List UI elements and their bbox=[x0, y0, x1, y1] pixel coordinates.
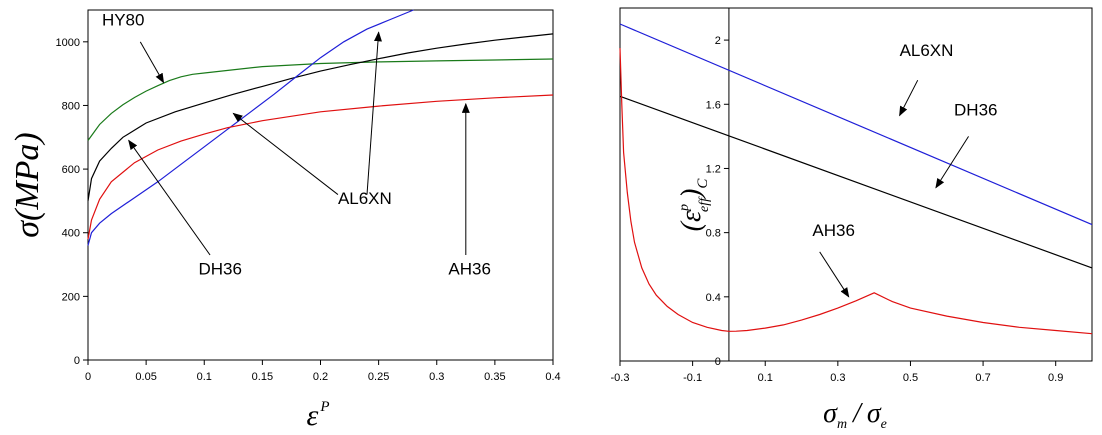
right-y-tick-label: 1.6 bbox=[706, 99, 721, 111]
left-x-tick-label: 0.05 bbox=[135, 371, 156, 383]
right-y-label-sub2: C bbox=[695, 178, 711, 189]
left-annotation-arrow-dh36 bbox=[128, 139, 211, 256]
left-annotations-group: HY80 AL6XN DH36 AH36 bbox=[102, 10, 491, 278]
right-y-axis-label: (εp eff)C bbox=[676, 178, 712, 232]
right-y-label-right: ) bbox=[676, 189, 707, 200]
left-y-label-base: σ bbox=[9, 220, 46, 238]
right-y-label-left: ( bbox=[676, 220, 707, 231]
left-y-tick-label: 0 bbox=[74, 355, 80, 367]
right-x-tick-label: -0.1 bbox=[683, 372, 702, 384]
left-x-tick-label: 0.2 bbox=[313, 371, 328, 383]
right-x-ticks: -0.3 -0.1 0.1 0.3 0.5 0.7 0.9 bbox=[611, 361, 1063, 384]
left-annotation-label-hy80: HY80 bbox=[102, 10, 145, 29]
left-series-line-al6xn bbox=[87, 9, 414, 246]
left-series-group bbox=[87, 9, 554, 246]
right-x-tick-label: -0.3 bbox=[611, 372, 630, 384]
left-x-tick-label: 0.25 bbox=[368, 371, 389, 383]
right-annotation-arrow-al6xn bbox=[899, 79, 919, 117]
right-x-tick-label: 0.3 bbox=[830, 372, 845, 384]
right-annotation-arrow-ah36 bbox=[819, 251, 850, 298]
right-y-label-base: ε bbox=[676, 211, 707, 222]
right-y-label-sub: eff bbox=[697, 196, 712, 212]
right-annotation-arrow-dh36 bbox=[935, 136, 969, 189]
left-x-tick-label: 0.4 bbox=[545, 371, 560, 383]
right-x-tick-label: 0.9 bbox=[1048, 372, 1063, 384]
left-y-ticks: 0 200 400 600 800 1000 bbox=[56, 37, 88, 367]
right-x-label-den-sub: e bbox=[881, 417, 887, 432]
right-x-label-num-sub: m bbox=[837, 417, 847, 432]
left-x-tick-label: 0.1 bbox=[197, 371, 212, 383]
right-x-label-num: σ bbox=[823, 398, 838, 429]
right-y-tick-label: 0.4 bbox=[706, 292, 721, 304]
right-series-group bbox=[619, 23, 1093, 335]
left-y-label-close: ) bbox=[9, 132, 46, 145]
right-x-label-slash: / bbox=[851, 398, 863, 429]
right-annotation-label-dh36: DH36 bbox=[954, 101, 997, 120]
left-x-tick-label: 0.35 bbox=[484, 371, 505, 383]
left-chart: HY80 AL6XN DH36 AH36 0 0.05 0.1 0.15 0.2 0.25 0.3… bbox=[9, 9, 561, 432]
right-y-tick-label: 0.8 bbox=[706, 228, 721, 240]
left-x-tick-label: 0.3 bbox=[429, 371, 444, 383]
left-y-tick-label: 600 bbox=[62, 164, 80, 176]
right-x-label-den: σ bbox=[867, 398, 882, 429]
left-series-line-ah36 bbox=[87, 94, 554, 240]
right-annotation-label-ah36: AH36 bbox=[812, 221, 855, 240]
left-series-line-hy80 bbox=[87, 58, 554, 141]
left-y-tick-label: 1000 bbox=[56, 37, 80, 49]
left-annotation-arrow-hy80 bbox=[139, 41, 165, 84]
left-annotation-label-ah36: AH36 bbox=[448, 260, 491, 279]
left-y-tick-label: 800 bbox=[62, 100, 80, 112]
right-y-label-sup: p bbox=[677, 204, 692, 212]
right-y-tick-label: 1.2 bbox=[706, 163, 721, 175]
left-y-label-paren: ( bbox=[9, 207, 46, 221]
right-series-line-dh36 bbox=[619, 95, 1093, 269]
left-x-label-sup: P bbox=[319, 399, 329, 415]
left-x-ticks: 0 0.05 0.1 0.15 0.2 0.25 0.3 0.35 0.4 bbox=[85, 360, 561, 383]
left-annotation-label-al6xn: AL6XN bbox=[338, 189, 392, 208]
left-y-axis-label: σ(MPa) bbox=[9, 132, 46, 238]
left-annotation-label-dh36: DH36 bbox=[198, 260, 241, 279]
right-y-ticks: 0 0.4 0.8 1.2 1.6 2 bbox=[706, 35, 729, 368]
right-series-line-al6xn bbox=[619, 23, 1093, 226]
left-x-label-base: ε bbox=[307, 399, 319, 432]
left-annotation-arrow-al6xn bbox=[232, 112, 339, 195]
right-x-axis-label: σm / σe bbox=[823, 398, 887, 432]
right-x-tick-label: 0.7 bbox=[975, 372, 990, 384]
right-y-tick-label: 2 bbox=[715, 35, 721, 47]
left-series-line-dh36 bbox=[87, 33, 554, 201]
right-annotation-label-al6xn: AL6XN bbox=[900, 41, 954, 60]
right-y-tick-label: 0 bbox=[715, 356, 721, 368]
left-plot-frame bbox=[87, 9, 554, 361]
left-annotation-arrow-al6xn-2 bbox=[366, 31, 382, 195]
right-x-tick-label: 0.5 bbox=[903, 372, 918, 384]
right-x-tick-label: 0.1 bbox=[758, 372, 773, 384]
left-y-tick-label: 400 bbox=[62, 228, 80, 240]
right-plot-frame bbox=[619, 7, 1093, 362]
right-annotations-group: AL6XN DH36 AH36 bbox=[812, 41, 997, 298]
right-series-line-ah36 bbox=[619, 48, 1093, 335]
left-x-tick-label: 0.15 bbox=[252, 371, 273, 383]
left-y-tick-label: 200 bbox=[62, 291, 80, 303]
left-y-label-unit: MPa bbox=[9, 144, 46, 211]
left-x-tick-label: 0 bbox=[85, 371, 91, 383]
